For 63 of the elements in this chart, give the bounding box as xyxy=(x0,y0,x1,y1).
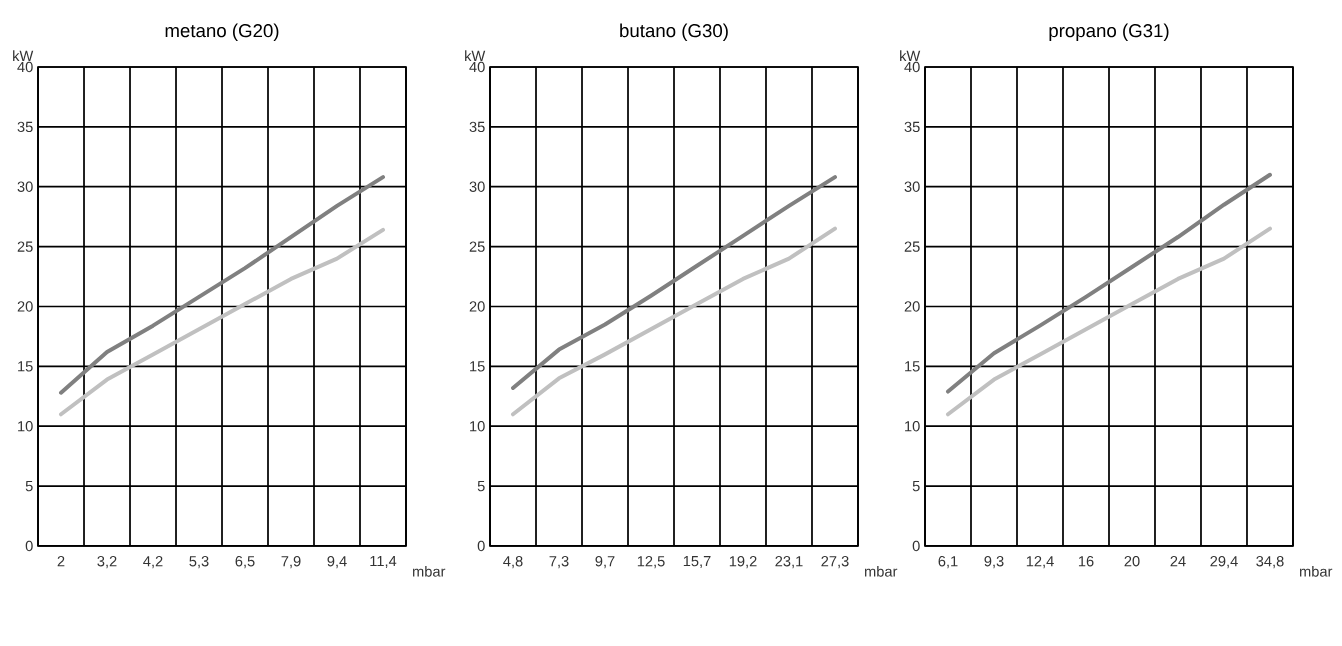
x-axis-title: mbar xyxy=(865,565,898,577)
y-tick-label: 20 xyxy=(17,301,33,312)
y-tick-label: 10 xyxy=(905,421,920,432)
x-tick-label: 9,4 xyxy=(327,556,347,569)
y-tick-label: 35 xyxy=(469,121,485,133)
x-tick-label: 12,5 xyxy=(637,556,665,569)
x-tick-label: 24 xyxy=(1170,556,1186,567)
y-tick-label: 15 xyxy=(18,361,33,372)
chart-title: metano (G20) xyxy=(165,23,279,41)
x-tick-label: 29,4 xyxy=(1210,556,1238,569)
y-tick-label: 25 xyxy=(469,241,485,252)
y-tick-label: 10 xyxy=(18,421,33,432)
x-tick-label: 16 xyxy=(1078,556,1094,567)
y-tick-label: 5 xyxy=(912,481,920,492)
x-axis-title: mbar xyxy=(1300,565,1333,577)
y-tick-label: 10 xyxy=(470,421,485,432)
y-tick-label: 25 xyxy=(904,241,920,252)
chart-title: propano (G31) xyxy=(1049,23,1169,41)
x-tick-label: 7,9 xyxy=(281,556,301,569)
x-tick-label: 11,4 xyxy=(370,556,397,568)
y-tick-label: 20 xyxy=(904,301,920,312)
x-tick-label: 34,8 xyxy=(1256,556,1284,569)
y-tick-label: 0 xyxy=(477,540,485,552)
chart-title: butano (G30) xyxy=(620,23,728,41)
y-tick-label: 5 xyxy=(477,481,485,492)
y-axis-title: kW xyxy=(900,50,921,61)
x-tick-label: 9,7 xyxy=(595,556,615,569)
y-tick-label: 40 xyxy=(904,61,920,73)
x-tick-label: 20 xyxy=(1124,556,1140,567)
y-axis-title: kW xyxy=(13,50,34,61)
x-tick-label: 3,2 xyxy=(97,556,117,569)
x-tick-label: 15,7 xyxy=(683,556,711,568)
y-tick-label: 5 xyxy=(25,481,33,492)
y-axis-title: kW xyxy=(465,50,486,61)
x-tick-label: 4,2 xyxy=(143,556,163,569)
x-tick-label: 23,1 xyxy=(775,556,803,569)
line-series xyxy=(59,227,385,417)
y-tick-label: 30 xyxy=(904,181,920,192)
x-tick-label: 7,3 xyxy=(549,556,569,569)
x-tick-label: 19,2 xyxy=(729,556,757,569)
y-tick-label: 15 xyxy=(470,361,485,372)
y-tick-label: 0 xyxy=(912,540,920,552)
x-tick-label: 5,3 xyxy=(189,556,209,569)
y-tick-label: 35 xyxy=(17,121,33,133)
x-axis-title: mbar xyxy=(413,565,446,577)
x-tick-label: 4,8 xyxy=(503,556,523,569)
y-tick-label: 30 xyxy=(17,181,33,192)
y-tick-label: 30 xyxy=(469,181,485,192)
y-tick-label: 0 xyxy=(25,540,33,552)
y-tick-label: 40 xyxy=(17,61,33,73)
y-tick-label: 40 xyxy=(469,61,485,73)
x-tick-label: 27,3 xyxy=(821,556,849,569)
x-tick-label: 6,5 xyxy=(235,556,255,569)
line-series xyxy=(511,175,837,390)
x-tick-label: 6,1 xyxy=(938,556,958,569)
y-tick-label: 15 xyxy=(905,361,920,372)
x-tick-label: 9,3 xyxy=(984,556,1004,569)
x-tick-label: 12,4 xyxy=(1026,556,1054,569)
line-series xyxy=(946,172,1272,394)
y-tick-label: 20 xyxy=(469,301,485,312)
x-tick-label: 2 xyxy=(57,556,65,567)
y-tick-label: 35 xyxy=(904,121,920,133)
y-tick-label: 25 xyxy=(17,241,33,252)
